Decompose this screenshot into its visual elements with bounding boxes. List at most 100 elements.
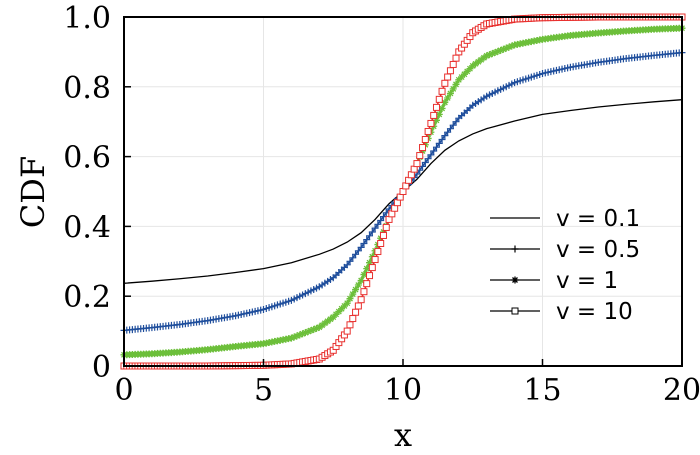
series-marker [340, 302, 348, 310]
series-marker [435, 95, 443, 103]
series-marker [449, 60, 457, 68]
legend: v = 0.1 v = 0.5 v = 1 v = 10 [490, 206, 640, 325]
x-tick-label: 5 [254, 373, 273, 408]
series-marker [287, 334, 295, 342]
series-marker [360, 288, 368, 296]
series-marker [366, 259, 374, 267]
series-marker [357, 296, 365, 304]
series-marker [432, 116, 440, 124]
legend-label: v = 1 [556, 268, 618, 294]
series-marker [310, 325, 318, 333]
y-tick-label: 0.4 [63, 210, 111, 245]
series-marker [441, 99, 449, 107]
series-marker [499, 45, 507, 53]
series-marker [377, 216, 385, 224]
series-marker [444, 73, 452, 81]
series-marker [452, 80, 460, 88]
legend-item: v = 1 [490, 268, 618, 294]
series-marker [313, 324, 321, 332]
ticks: 0 5 10 15 20 0 0.2 0.4 0.6 0.8 1.0 [63, 1, 700, 408]
series-1 [120, 49, 686, 334]
x-tick-label: 20 [663, 373, 700, 408]
legend-item: v = 0.1 [490, 206, 640, 232]
series-marker [363, 280, 371, 288]
series-marker [452, 54, 460, 62]
x-axis-title: x [394, 416, 412, 454]
series-marker [352, 286, 360, 294]
series-marker [346, 321, 354, 329]
series-marker [354, 302, 362, 310]
series-marker [432, 103, 440, 111]
series-marker [421, 135, 429, 143]
series-marker [491, 48, 499, 56]
series-marker [296, 331, 304, 339]
series-marker [430, 147, 438, 155]
y-tick-label: 0.8 [63, 71, 111, 106]
series-marker [360, 271, 368, 279]
series-marker [438, 87, 446, 95]
series-marker [449, 85, 457, 93]
series-marker [366, 272, 374, 280]
series-marker [301, 329, 309, 337]
series-marker [338, 305, 346, 313]
series-marker [329, 313, 337, 321]
series-marker [505, 43, 513, 51]
series-marker [332, 310, 340, 318]
series-marker [421, 159, 429, 167]
series-marker [427, 151, 435, 159]
series-marker [485, 51, 493, 59]
series-marker [494, 47, 502, 55]
series-marker [382, 223, 390, 231]
x-tick-label: 0 [114, 373, 133, 408]
series-marker [377, 240, 385, 248]
series-marker [368, 228, 376, 236]
series-marker [293, 332, 301, 340]
x-tick-label: 10 [384, 373, 422, 408]
legend-marker [511, 245, 519, 253]
series-marker [497, 46, 505, 54]
series-marker [455, 76, 463, 84]
series-marker [502, 44, 510, 52]
series-marker [343, 327, 351, 335]
series-marker [357, 276, 365, 284]
legend-label: v = 10 [556, 299, 633, 325]
series-marker [483, 52, 491, 60]
y-tick-label: 0.6 [63, 141, 111, 176]
series-marker [424, 155, 432, 163]
series-marker [419, 144, 427, 152]
series-marker [460, 70, 468, 78]
series-marker [430, 111, 438, 119]
series-marker [374, 248, 382, 256]
legend-marker [511, 276, 519, 284]
series-marker [349, 290, 357, 298]
series-marker [508, 42, 516, 50]
legend-label: v = 0.5 [556, 237, 640, 263]
series-marker [368, 264, 376, 272]
y-tick-label: 1.0 [63, 1, 111, 36]
series-marker [374, 220, 382, 228]
series-marker [438, 104, 446, 112]
series-marker [435, 110, 443, 118]
series-marker [349, 315, 357, 323]
series-marker [435, 139, 443, 147]
series-marker [354, 281, 362, 289]
series-marker [446, 89, 454, 97]
series-marker [371, 224, 379, 232]
series-marker [343, 299, 351, 307]
series-marker [366, 232, 374, 240]
series-marker [299, 330, 307, 338]
series-marker [432, 143, 440, 151]
series-marker [307, 327, 315, 335]
legend-marker [511, 307, 519, 315]
series-marker [290, 333, 298, 341]
series-marker [363, 265, 371, 273]
series-marker [352, 308, 360, 316]
series-marker [488, 50, 496, 58]
series-marker [438, 135, 446, 143]
series-marker [444, 94, 452, 102]
series-marker [413, 160, 421, 168]
legend-label: v = 0.1 [556, 206, 640, 232]
series-marker [463, 67, 471, 75]
series-marker [458, 73, 466, 81]
